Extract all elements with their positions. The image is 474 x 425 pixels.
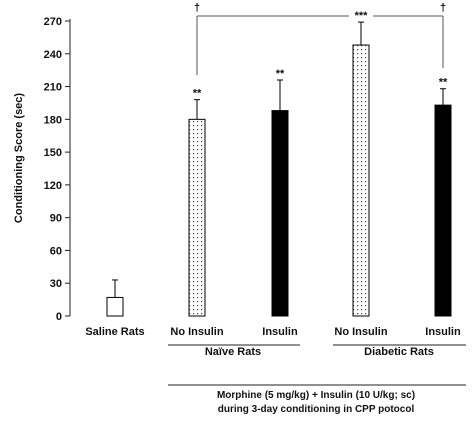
- bar: [434, 104, 452, 317]
- bars: Saline Rats ** No Insulin ** Insulin *** No In…: [85, 10, 461, 338]
- bar: [271, 110, 289, 317]
- significance-label: **: [193, 88, 202, 100]
- category-label: Insulin: [425, 326, 461, 338]
- category-label: No Insulin: [170, 326, 223, 338]
- y-tick-label: 0: [56, 311, 62, 323]
- y-tick-label: 30: [50, 278, 62, 290]
- significance-label: **: [276, 68, 285, 80]
- y-tick-label: 90: [50, 213, 62, 225]
- y-tick-label: 270: [44, 16, 62, 28]
- comparison-symbol-right: †: [440, 2, 446, 14]
- category-label: Saline Rats: [85, 326, 144, 338]
- comparison-symbol-left: †: [194, 2, 200, 14]
- treatment-line-2: during 3-day conditioning in CPP potocol: [218, 404, 415, 415]
- y-axis: 0 30 60 90 120 150 180 210 240 270: [44, 16, 71, 323]
- annotations: † †: [168, 2, 466, 386]
- category-label: Insulin: [262, 326, 298, 338]
- significance-label: **: [439, 77, 448, 89]
- bar: [352, 44, 370, 317]
- y-tick-label: 210: [44, 82, 62, 94]
- y-tick-label: 120: [44, 180, 62, 192]
- y-tick-label: 60: [50, 245, 62, 257]
- group-label-diabetic: Diabetic Rats: [364, 346, 434, 358]
- bar: [188, 118, 206, 317]
- y-tick-label: 150: [44, 147, 62, 159]
- y-axis-label: Conditioning Score (sec): [13, 93, 25, 224]
- treatment-line-1: Morphine (5 mg/kg) + Insulin (10 U/kg; s…: [217, 390, 415, 401]
- group-label-naive: Naïve Rats: [205, 346, 261, 358]
- bar: [106, 296, 124, 317]
- y-tick-label: 180: [44, 114, 62, 126]
- y-tick-label: 240: [44, 49, 62, 61]
- category-label: No Insulin: [334, 326, 387, 338]
- significance-label: ***: [355, 10, 369, 22]
